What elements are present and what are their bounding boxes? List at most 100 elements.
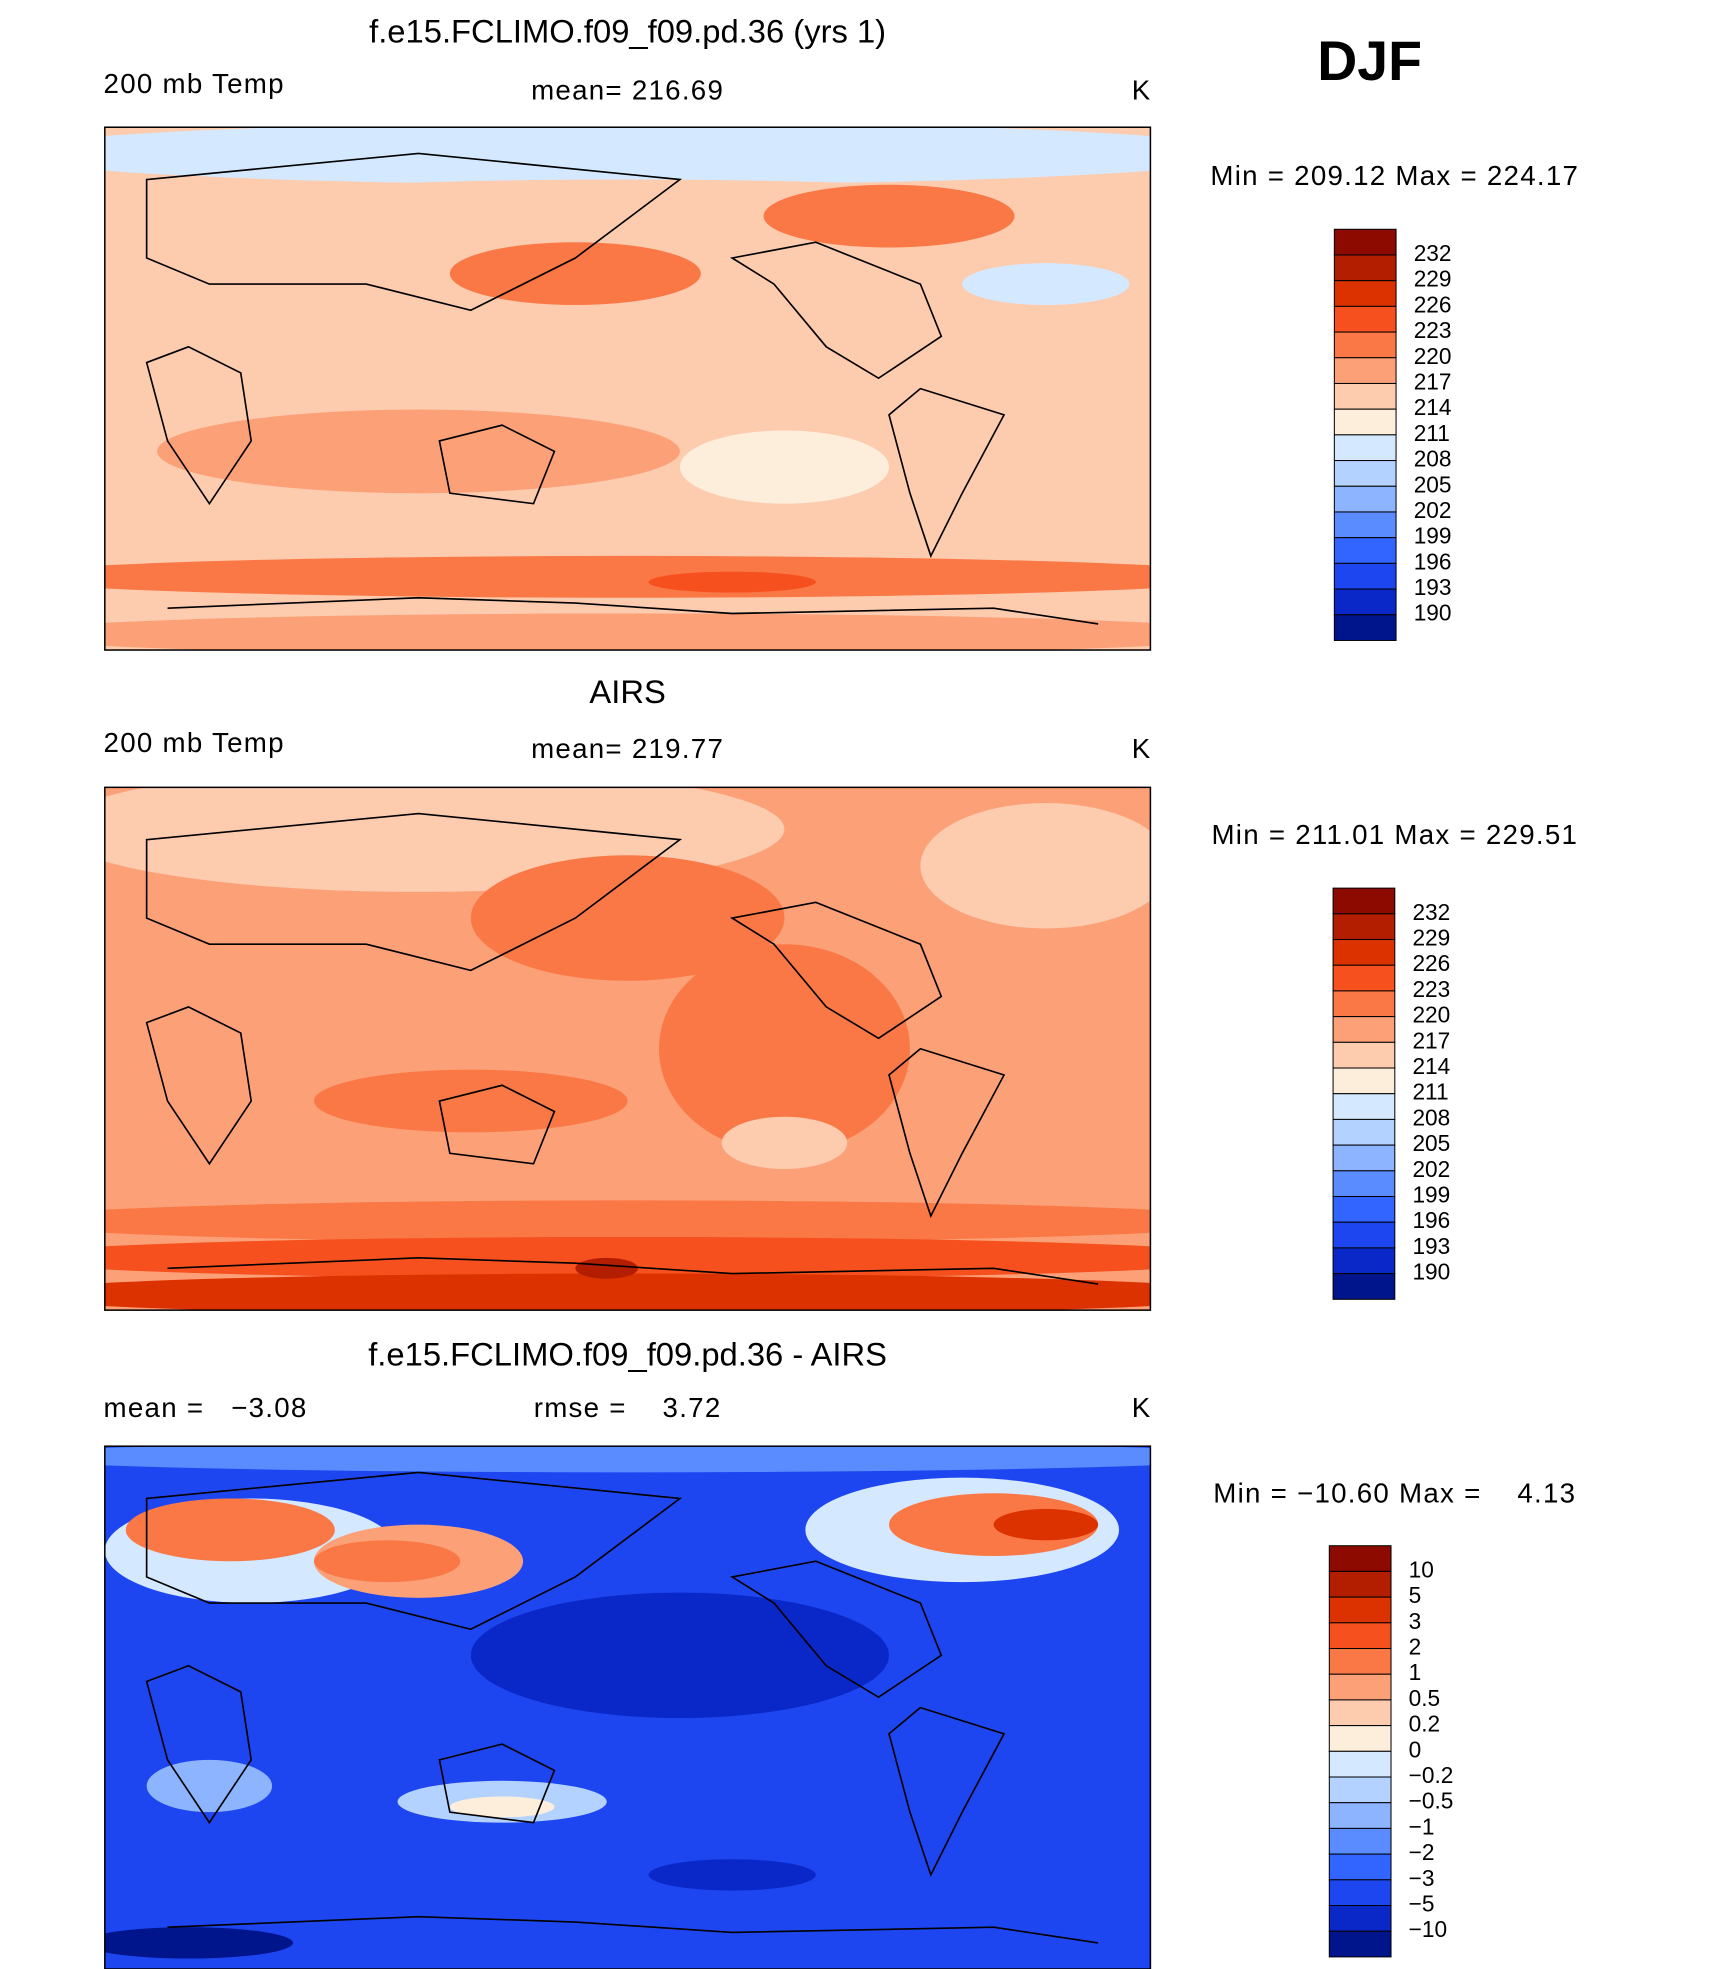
field-contour bbox=[470, 1592, 890, 1719]
colorbar-box bbox=[1328, 1622, 1392, 1650]
colorbar-box bbox=[1333, 537, 1397, 564]
coastline bbox=[145, 1006, 253, 1166]
min-max: Min = −10.60 Max = 4.13 bbox=[1213, 1478, 1576, 1509]
colorbar-box bbox=[1333, 228, 1397, 256]
field-contour bbox=[449, 1796, 555, 1818]
center-label: mean= 216.69 bbox=[531, 74, 724, 105]
panel-title: AIRS bbox=[589, 673, 665, 710]
center-label: mean= 219.77 bbox=[531, 733, 724, 764]
coastline bbox=[888, 1706, 1006, 1878]
field-contour bbox=[993, 1508, 1099, 1541]
field-contour bbox=[313, 1540, 461, 1583]
field-contour bbox=[721, 1116, 848, 1169]
panel-title: f.e15.FCLIMO.f09_f09.pd.36 (yrs 1) bbox=[369, 13, 886, 50]
field-contour bbox=[763, 184, 1015, 248]
left-label: 200 mb Temp bbox=[104, 727, 285, 758]
colorbar-box bbox=[1332, 887, 1396, 915]
colorbar-box bbox=[1333, 305, 1397, 333]
colorbar-box bbox=[1333, 614, 1397, 641]
colorbar-label: 208 bbox=[1412, 1104, 1450, 1130]
coastline bbox=[729, 901, 943, 1040]
units-label: K bbox=[1132, 1392, 1152, 1423]
colorbar-box bbox=[1328, 1930, 1392, 1958]
colorbar-box bbox=[1333, 382, 1397, 410]
colorbar-box bbox=[1328, 1699, 1392, 1727]
colorbar-label: 0 bbox=[1409, 1736, 1422, 1762]
coastline bbox=[167, 596, 1099, 625]
colorbar-label: 205 bbox=[1412, 1130, 1450, 1156]
colorbar-box bbox=[1333, 357, 1397, 384]
colorbar-box bbox=[1328, 1827, 1392, 1855]
colorbar-box bbox=[1333, 331, 1397, 359]
map-field bbox=[104, 787, 1151, 1311]
panel-title: f.e15.FCLIMO.f09_f09.pd.36 - AIRS bbox=[368, 1335, 887, 1372]
field-contour bbox=[104, 1200, 1151, 1243]
colorbar-label: 214 bbox=[1412, 1053, 1450, 1079]
colorbar-label: −0.5 bbox=[1409, 1788, 1454, 1814]
coastline bbox=[167, 1915, 1099, 1944]
colorbar-box bbox=[1328, 1853, 1392, 1881]
colorbar-box bbox=[1328, 1776, 1392, 1804]
coastline bbox=[145, 1471, 683, 1631]
coastline bbox=[888, 387, 1006, 559]
field-contour bbox=[104, 1927, 293, 1959]
field-contour bbox=[104, 127, 1151, 185]
field-contour bbox=[648, 571, 816, 593]
colorbar-label: 0.2 bbox=[1409, 1711, 1441, 1737]
colorbar-label: 217 bbox=[1414, 368, 1452, 394]
colorbar-box bbox=[1332, 1067, 1396, 1095]
coastline bbox=[729, 241, 943, 380]
field-contour bbox=[962, 263, 1130, 305]
colorbar-label: 214 bbox=[1414, 394, 1452, 420]
colorbar-label: 223 bbox=[1414, 317, 1452, 343]
colorbar-box bbox=[1332, 939, 1396, 966]
map-frame bbox=[104, 786, 1152, 1311]
colorbar-label: 196 bbox=[1412, 1207, 1450, 1233]
map-field bbox=[104, 127, 1151, 651]
field-contour bbox=[104, 1446, 1151, 1473]
colorbar-box bbox=[1332, 1016, 1396, 1043]
colorbar-label: 193 bbox=[1414, 574, 1452, 600]
colorbar-box bbox=[1328, 1596, 1392, 1624]
colorbar-label: 193 bbox=[1412, 1233, 1450, 1259]
colorbar-label: 229 bbox=[1414, 266, 1452, 292]
coastline bbox=[438, 1743, 556, 1824]
coastline bbox=[438, 1084, 556, 1165]
field-contour bbox=[920, 803, 1151, 929]
colorbar-label: 232 bbox=[1414, 240, 1452, 266]
min-max: Min = 211.01 Max = 229.51 bbox=[1211, 819, 1578, 850]
left-label: 200 mb Temp bbox=[104, 68, 285, 99]
colorbar-label: 211 bbox=[1412, 1079, 1448, 1105]
colorbar-label: 220 bbox=[1412, 1002, 1450, 1028]
field-contour bbox=[146, 1759, 273, 1813]
colorbar-box bbox=[1328, 1545, 1392, 1572]
colorbar-box bbox=[1328, 1750, 1392, 1778]
colorbar-box bbox=[1332, 913, 1396, 941]
field-contour bbox=[648, 1859, 816, 1891]
colorbar-label: 211 bbox=[1414, 420, 1450, 446]
colorbar-label: 226 bbox=[1414, 291, 1452, 317]
colorbar-label: 208 bbox=[1414, 446, 1452, 472]
field-contour bbox=[575, 1257, 639, 1279]
colorbar-box bbox=[1328, 1905, 1392, 1932]
field-contour bbox=[104, 1236, 1151, 1279]
colorbar-label: 10 bbox=[1409, 1556, 1434, 1582]
field-contour bbox=[104, 1273, 1151, 1311]
field-contour bbox=[470, 855, 785, 981]
colorbar-label: −1 bbox=[1409, 1813, 1435, 1839]
colorbar-box bbox=[1328, 1648, 1392, 1675]
left-label: mean = −3.08 bbox=[104, 1392, 308, 1423]
field-contour bbox=[104, 613, 1151, 651]
colorbar-box bbox=[1333, 485, 1397, 513]
colorbar-box bbox=[1328, 1570, 1392, 1598]
colorbar-label: −2 bbox=[1409, 1839, 1435, 1865]
colorbar-box bbox=[1333, 588, 1397, 616]
colorbar-label: 205 bbox=[1414, 471, 1452, 497]
colorbar-box bbox=[1328, 1879, 1392, 1907]
colorbar-label: 0.5 bbox=[1409, 1685, 1441, 1711]
colorbar-box bbox=[1333, 562, 1397, 590]
colorbar-box bbox=[1332, 1221, 1396, 1249]
colorbar-box bbox=[1332, 1273, 1396, 1300]
